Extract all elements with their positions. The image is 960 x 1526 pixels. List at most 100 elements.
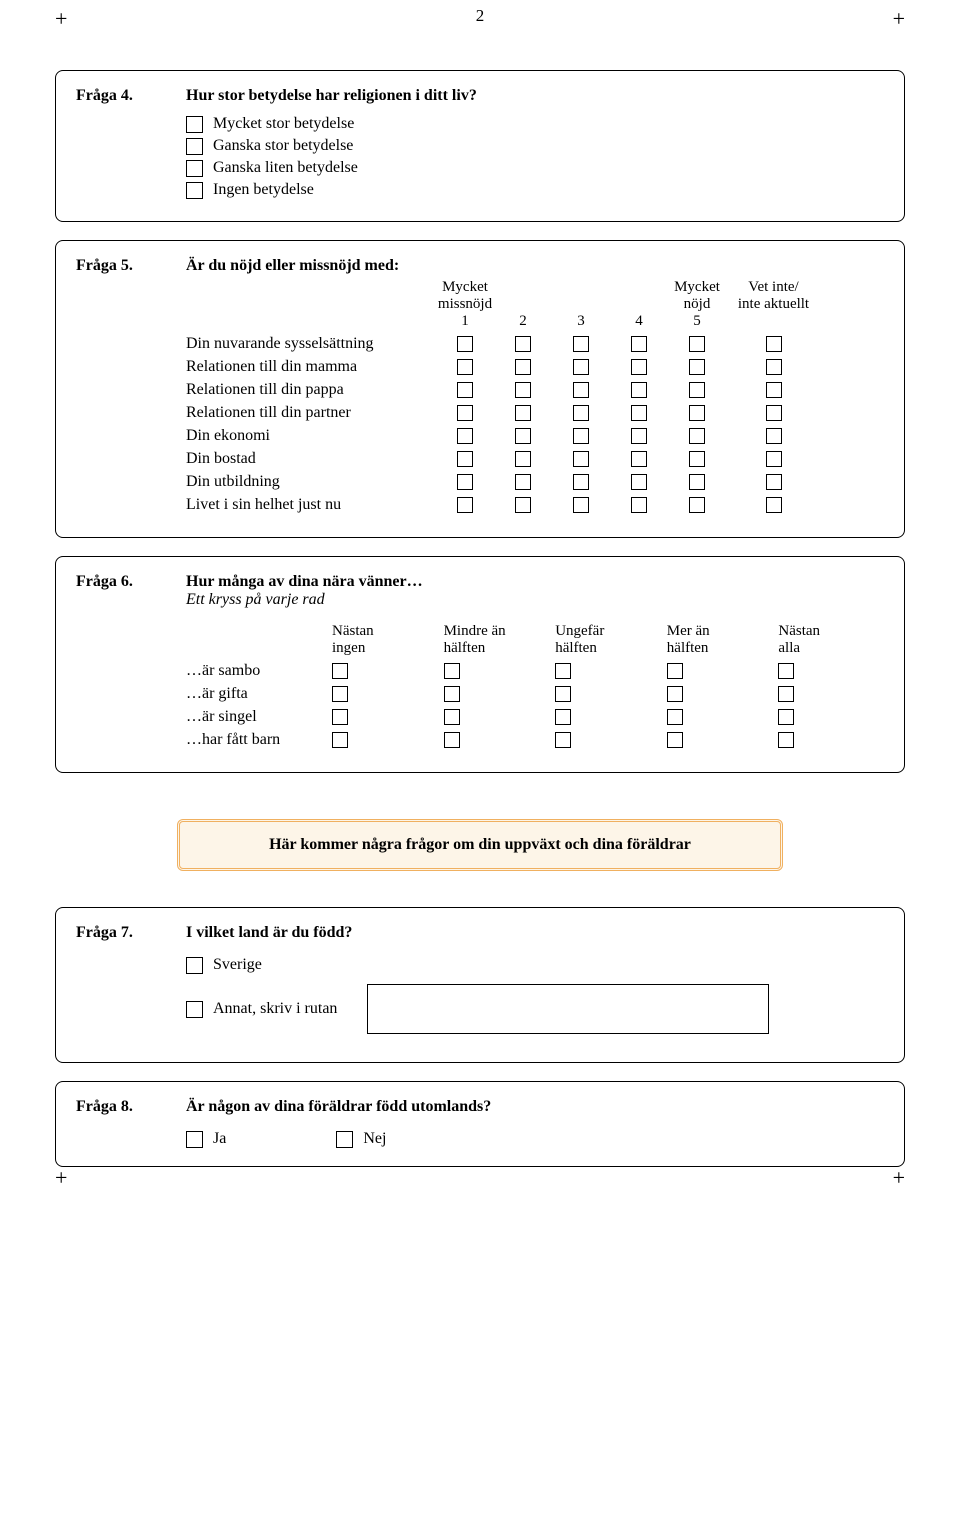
q6-cell [772, 732, 884, 748]
section-banner: Här kommer några frågor om din uppväxt o… [177, 819, 783, 871]
q4-option: Ingen betydelse [186, 181, 884, 199]
checkbox[interactable] [515, 405, 531, 421]
q5-cell [668, 428, 726, 444]
checkbox[interactable] [689, 359, 705, 375]
checkbox[interactable] [186, 160, 203, 177]
q5-cell [436, 497, 494, 513]
checkbox[interactable] [689, 428, 705, 444]
checkbox[interactable] [689, 474, 705, 490]
q5-row-label: Relationen till din mamma [186, 358, 436, 376]
q5-head-cell: missnöjd [436, 296, 494, 313]
checkbox[interactable] [631, 497, 647, 513]
checkbox[interactable] [573, 497, 589, 513]
checkbox[interactable] [573, 382, 589, 398]
checkbox[interactable] [444, 663, 460, 679]
q5-cell [668, 474, 726, 490]
checkbox[interactable] [631, 451, 647, 467]
checkbox[interactable] [515, 451, 531, 467]
checkbox[interactable] [689, 336, 705, 352]
q5-cell [494, 428, 552, 444]
checkbox[interactable] [689, 405, 705, 421]
checkbox[interactable] [515, 359, 531, 375]
checkbox[interactable] [766, 451, 782, 467]
checkbox[interactable] [766, 336, 782, 352]
checkbox[interactable] [573, 451, 589, 467]
checkbox[interactable] [186, 138, 203, 155]
checkbox[interactable] [336, 1131, 353, 1148]
checkbox[interactable] [778, 663, 794, 679]
checkbox[interactable] [766, 359, 782, 375]
checkbox[interactable] [457, 428, 473, 444]
q5-cell [726, 474, 821, 490]
checkbox[interactable] [186, 182, 203, 199]
checkbox[interactable] [573, 359, 589, 375]
q5-cell [436, 359, 494, 375]
checkbox[interactable] [631, 428, 647, 444]
checkbox[interactable] [515, 428, 531, 444]
checkbox[interactable] [555, 709, 571, 725]
checkbox[interactable] [444, 686, 460, 702]
checkbox[interactable] [573, 336, 589, 352]
q5-cell [494, 405, 552, 421]
checkbox[interactable] [457, 497, 473, 513]
q7-text-input[interactable] [367, 984, 769, 1034]
checkbox[interactable] [457, 474, 473, 490]
q5-cell [436, 336, 494, 352]
checkbox[interactable] [515, 336, 531, 352]
checkbox[interactable] [766, 428, 782, 444]
q4-option-label: Mycket stor betydelse [213, 115, 354, 133]
checkbox[interactable] [766, 474, 782, 490]
checkbox[interactable] [457, 451, 473, 467]
checkbox[interactable] [186, 957, 203, 974]
checkbox[interactable] [444, 709, 460, 725]
checkbox[interactable] [631, 405, 647, 421]
checkbox[interactable] [766, 405, 782, 421]
q5-row: Din utbildning [186, 473, 884, 491]
checkbox[interactable] [667, 686, 683, 702]
q4-label: Fråga 4. [76, 87, 186, 105]
checkbox[interactable] [573, 428, 589, 444]
checkbox[interactable] [689, 451, 705, 467]
checkbox[interactable] [332, 686, 348, 702]
checkbox[interactable] [631, 359, 647, 375]
q5-row: Relationen till din partner [186, 404, 884, 422]
checkbox[interactable] [766, 497, 782, 513]
checkbox[interactable] [778, 709, 794, 725]
q5-cell [726, 497, 821, 513]
checkbox[interactable] [332, 709, 348, 725]
checkbox[interactable] [631, 474, 647, 490]
checkbox[interactable] [444, 732, 460, 748]
checkbox[interactable] [457, 359, 473, 375]
checkbox[interactable] [631, 382, 647, 398]
checkbox[interactable] [515, 474, 531, 490]
checkbox[interactable] [573, 405, 589, 421]
checkbox[interactable] [778, 686, 794, 702]
checkbox[interactable] [555, 686, 571, 702]
checkbox[interactable] [667, 709, 683, 725]
checkbox[interactable] [689, 382, 705, 398]
checkbox[interactable] [778, 732, 794, 748]
checkbox[interactable] [555, 663, 571, 679]
checkbox[interactable] [332, 663, 348, 679]
checkbox[interactable] [457, 382, 473, 398]
checkbox[interactable] [515, 382, 531, 398]
q5-cell [436, 382, 494, 398]
checkbox[interactable] [555, 732, 571, 748]
checkbox[interactable] [332, 732, 348, 748]
checkbox[interactable] [766, 382, 782, 398]
q5-head-cell: Vet inte/ [726, 279, 821, 296]
checkbox[interactable] [186, 1131, 203, 1148]
checkbox[interactable] [667, 732, 683, 748]
q6-head-cell: Nästan [326, 623, 438, 640]
checkbox[interactable] [186, 116, 203, 133]
checkbox[interactable] [573, 474, 589, 490]
checkbox[interactable] [689, 497, 705, 513]
checkbox[interactable] [667, 663, 683, 679]
checkbox[interactable] [631, 336, 647, 352]
checkbox[interactable] [457, 405, 473, 421]
checkbox[interactable] [186, 1001, 203, 1018]
checkbox[interactable] [457, 336, 473, 352]
q5-colnum: 1 [436, 313, 494, 330]
checkbox[interactable] [515, 497, 531, 513]
q5-row-label: Din utbildning [186, 473, 436, 491]
